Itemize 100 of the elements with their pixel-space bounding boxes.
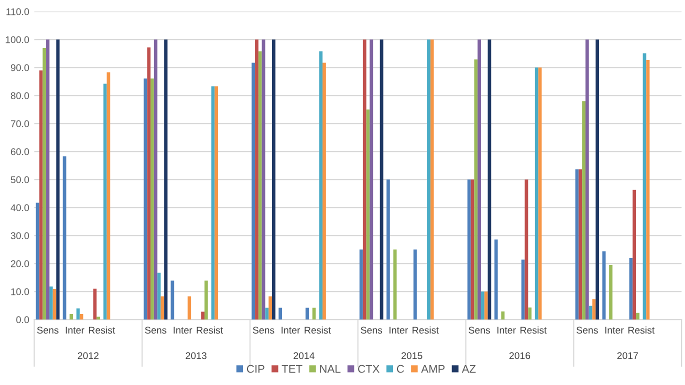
x-tick-label: Sens <box>252 326 274 334</box>
bar <box>268 296 272 320</box>
bar <box>160 296 164 320</box>
y-tick-label: 80.0 <box>10 92 30 100</box>
legend-label: CTX <box>358 364 380 373</box>
bar <box>214 86 218 320</box>
bar <box>494 239 498 320</box>
bar <box>56 40 60 320</box>
bar <box>322 62 326 320</box>
bar <box>170 280 174 320</box>
x-tick-label: Resist <box>196 326 223 334</box>
text: 2013 <box>186 352 206 360</box>
bar <box>474 59 478 320</box>
bar <box>609 264 612 320</box>
bar <box>484 292 488 320</box>
bar <box>154 40 158 320</box>
x-tick-label: Resist <box>412 326 439 334</box>
x-tick-label: Resist <box>520 326 547 334</box>
x-tick-label: Inter <box>390 326 408 334</box>
bar <box>36 202 40 320</box>
y-tick-label: 0.0 <box>16 316 30 324</box>
bar <box>96 316 100 320</box>
x-tick-label: Sens <box>144 326 166 334</box>
bar <box>360 250 363 320</box>
legend-label: AZ <box>462 365 476 373</box>
bar <box>201 312 204 320</box>
x-tick-label: Sens <box>468 326 490 334</box>
bar <box>70 314 74 320</box>
bar <box>467 180 471 320</box>
bar <box>386 180 390 320</box>
y-tick-label: 40.0 <box>10 204 30 212</box>
bar <box>147 47 151 320</box>
legend-label: TET <box>282 365 302 373</box>
bar <box>272 40 276 320</box>
bar <box>480 292 484 320</box>
x-tick-label: Resist <box>304 326 331 334</box>
bar <box>370 40 374 320</box>
bar <box>636 312 640 320</box>
bar <box>49 286 53 320</box>
bar <box>312 308 316 320</box>
bar <box>46 40 50 320</box>
x-tick-label: Inter <box>282 326 300 334</box>
text: 2012 <box>78 352 99 360</box>
bar <box>413 250 417 320</box>
text: 2014 <box>294 352 314 360</box>
legend-label: C <box>396 364 404 373</box>
y-tick-label: 10.0 <box>11 288 30 296</box>
text: 2016 <box>509 352 530 360</box>
x-tick-label: Inter <box>174 326 192 334</box>
legend-label: CIP <box>246 364 264 373</box>
x-tick-label: Sens <box>576 326 598 334</box>
bar <box>255 40 258 320</box>
bar <box>528 308 532 320</box>
bar <box>42 48 46 320</box>
x-tick-label: Sens <box>37 326 58 334</box>
y-tick-label: 30.0 <box>10 232 30 240</box>
bar <box>646 60 650 320</box>
bar <box>76 308 80 320</box>
x-tick-label: Resist <box>628 326 655 334</box>
bar <box>150 78 154 320</box>
bar <box>258 51 262 320</box>
legend-label: NAL <box>320 365 340 373</box>
y-tick-label: 60.0 <box>10 148 30 156</box>
bar <box>588 306 592 320</box>
bar <box>582 101 586 320</box>
text: 2015 <box>402 352 422 360</box>
bar <box>319 51 323 320</box>
y-tick-label: 70.0 <box>10 120 30 128</box>
bar <box>632 190 636 320</box>
bar <box>362 40 366 320</box>
x-tick-label: Inter <box>605 326 624 334</box>
bar <box>306 308 309 320</box>
bar <box>578 169 582 320</box>
x-tick-label: Resist <box>88 326 116 334</box>
x-tick-label: Sens <box>360 326 382 334</box>
bar <box>103 84 107 320</box>
bar <box>427 40 430 320</box>
y-tick-label: 100.0 <box>6 36 30 44</box>
bar <box>629 258 633 320</box>
bar <box>93 288 97 320</box>
y-tick-label: 50.0 <box>10 176 30 184</box>
bar <box>534 68 538 320</box>
bar <box>278 308 282 320</box>
bar <box>585 40 589 320</box>
y-tick-label: 20.0 <box>10 260 30 268</box>
bar <box>501 311 505 320</box>
text: 2017 <box>617 352 638 360</box>
x-tick-label: Inter <box>66 326 84 334</box>
bar <box>430 40 434 320</box>
bar <box>380 40 384 320</box>
y-tick-label: 110.0 <box>6 8 30 16</box>
bar <box>164 40 168 320</box>
bar <box>478 40 481 320</box>
bar <box>521 260 525 320</box>
bar <box>204 280 208 320</box>
bar <box>265 308 269 320</box>
y-tick-label: 90.0 <box>10 64 30 72</box>
bar <box>188 296 192 320</box>
bar <box>596 40 600 320</box>
legend-label: AMP <box>421 365 445 373</box>
